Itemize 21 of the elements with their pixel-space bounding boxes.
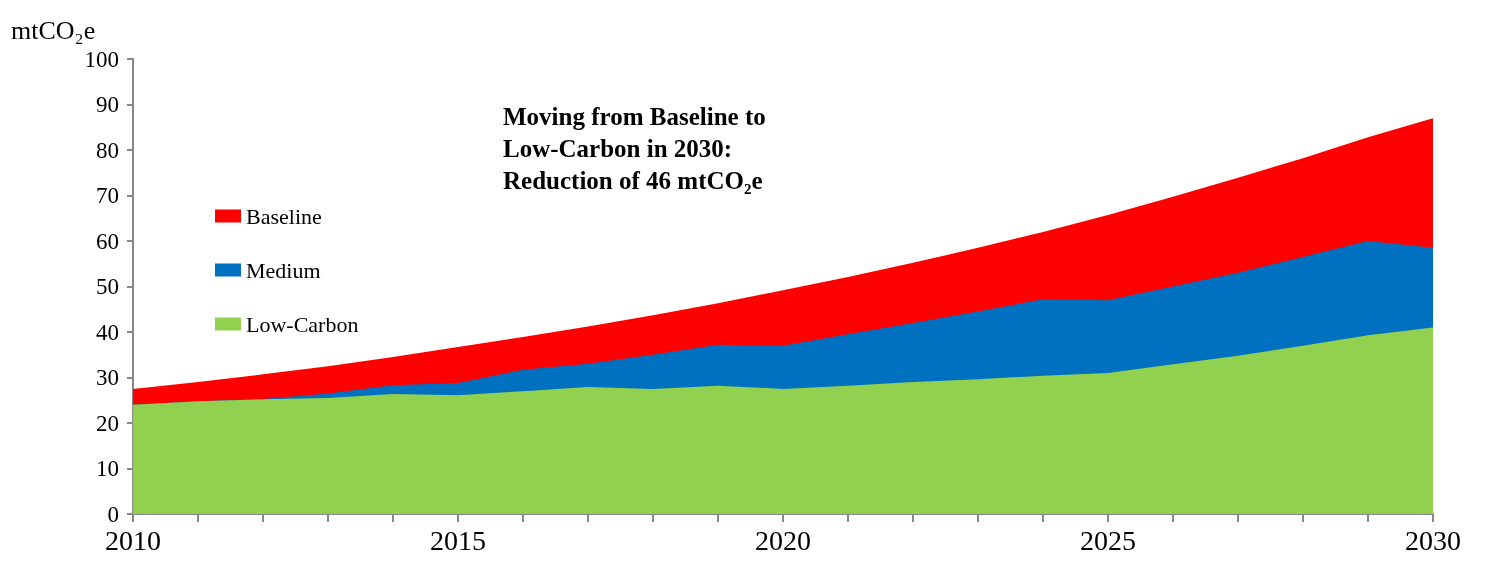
legend-label: Low-Carbon — [246, 311, 359, 337]
y-tick-label: 40 — [96, 319, 119, 345]
x-tick-label: 2015 — [430, 524, 486, 556]
legend-label: Baseline — [246, 203, 322, 229]
y-axis-title: mtCO₂e — [11, 15, 96, 45]
x-tick-label: 2030 — [1405, 524, 1461, 556]
y-tick-label: 10 — [96, 456, 119, 481]
y-tick-label: 60 — [96, 228, 119, 254]
x-tick-label: 2025 — [1080, 524, 1136, 556]
annotation: Moving from Baseline to Low-Carbon in 2030: Reduction of 46 mtCO₂e — [503, 102, 766, 194]
x-tick-label: 2010 — [105, 524, 161, 556]
x-tick-label: 2020 — [755, 524, 811, 556]
y-tick-label: 70 — [96, 183, 119, 208]
y-tick-label: 20 — [96, 410, 119, 436]
y-tick-label: 30 — [96, 365, 119, 390]
legend-label: Medium — [246, 257, 321, 283]
y-tick-label: 100 — [84, 46, 119, 72]
y-tick-label: 0 — [107, 501, 119, 527]
y-tick-label: 50 — [96, 274, 119, 299]
y-tick-label: 80 — [96, 137, 119, 163]
y-tick-label: 90 — [96, 92, 119, 117]
